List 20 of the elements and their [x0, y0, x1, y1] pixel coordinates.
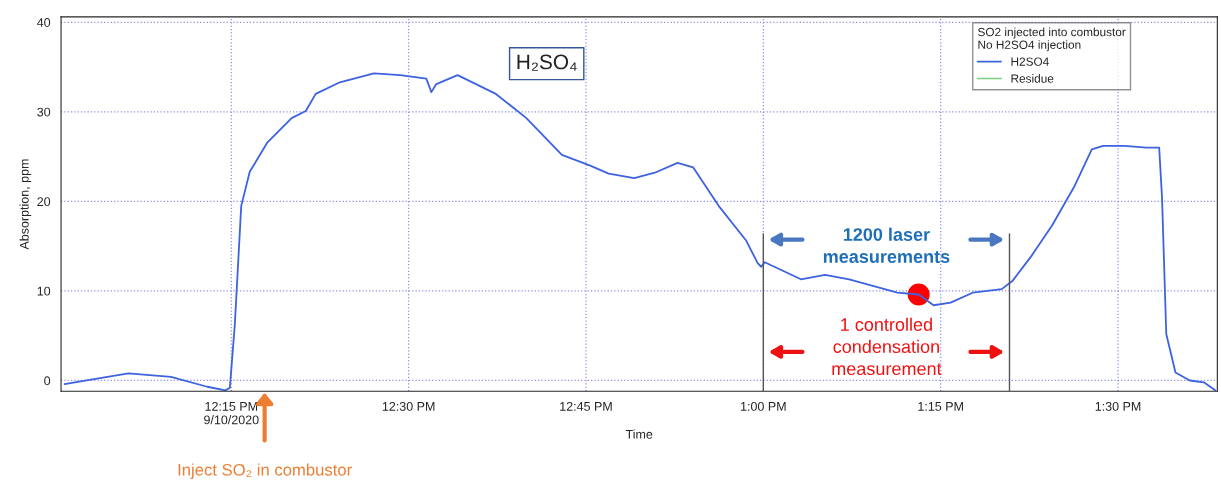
- legend-label: Residue: [1011, 74, 1054, 83]
- y-tick-label: 20: [37, 197, 51, 207]
- text: Inject SO₂ in combustor: [178, 463, 352, 479]
- x-tick-label: 12:15 PM 9/10/2020: [204, 401, 259, 425]
- y-axis-title: Absorption, ppm: [19, 159, 32, 250]
- y-tick-label: 30: [37, 107, 51, 117]
- annotation: 1 controlled condensation measurement: [832, 317, 942, 376]
- x-tick-label: 1:00 PM: [741, 401, 786, 411]
- x-axis-title: Time: [625, 429, 653, 439]
- annotation: 1200 laser measurements: [823, 227, 950, 263]
- y-tick-label: 40: [37, 18, 51, 27]
- x-tick-label: 1:15 PM: [918, 402, 963, 411]
- y-tick-label: 10: [37, 286, 51, 296]
- x-tick-label: 1:30 PM: [1095, 401, 1141, 411]
- legend-label: H2SO4: [1011, 57, 1049, 66]
- x-tick-label: 12:45 PM: [560, 401, 612, 411]
- annotation: H₂SO₄: [517, 54, 577, 71]
- x-tick-label: 12:30 PM: [382, 401, 435, 411]
- legend-title: SO2 injected into combustor No H2SO4 injection: [978, 27, 1126, 52]
- y-tick-label: 0: [44, 376, 51, 386]
